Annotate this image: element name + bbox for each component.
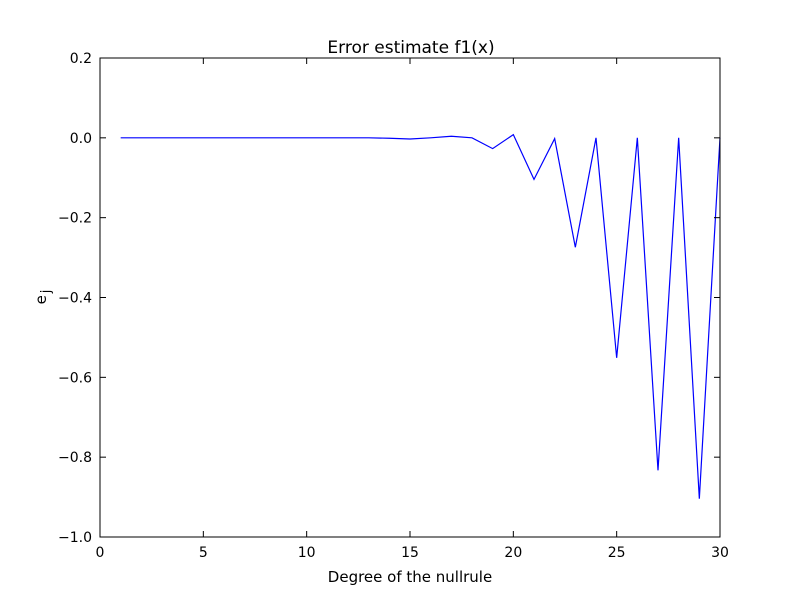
series-line [120,133,721,499]
x-axis-label: Degree of the nullrule [328,568,492,586]
plot-area [100,58,720,537]
x-tick-label: 25 [608,545,626,561]
x-axis-ticks: 0 5 10 15 20 25 30 [96,58,729,561]
y-tick-label: −0.6 [58,370,92,386]
y-axis-ticks: 0.2 0.0 −0.2 −0.4 −0.6 −0.8 −1.0 [58,51,720,546]
y-tick-label: −0.4 [58,291,92,307]
y-tick-label: −0.8 [58,450,92,466]
x-tick-label: 20 [504,545,522,561]
x-tick-label: 5 [199,545,208,561]
chart-title: Error estimate f1(x) [327,38,494,58]
y-axis-label: ej [32,290,54,305]
x-tick-label: 30 [711,545,729,561]
x-tick-label: 0 [96,545,105,561]
y-tick-label: −1.0 [58,530,92,546]
x-tick-label: 15 [401,545,419,561]
series-layer [120,133,721,499]
y-tick-label: 0.0 [70,131,92,147]
y-tick-label: −0.2 [58,211,92,227]
x-tick-label: 10 [298,545,316,561]
y-tick-label: 0.2 [70,51,92,67]
